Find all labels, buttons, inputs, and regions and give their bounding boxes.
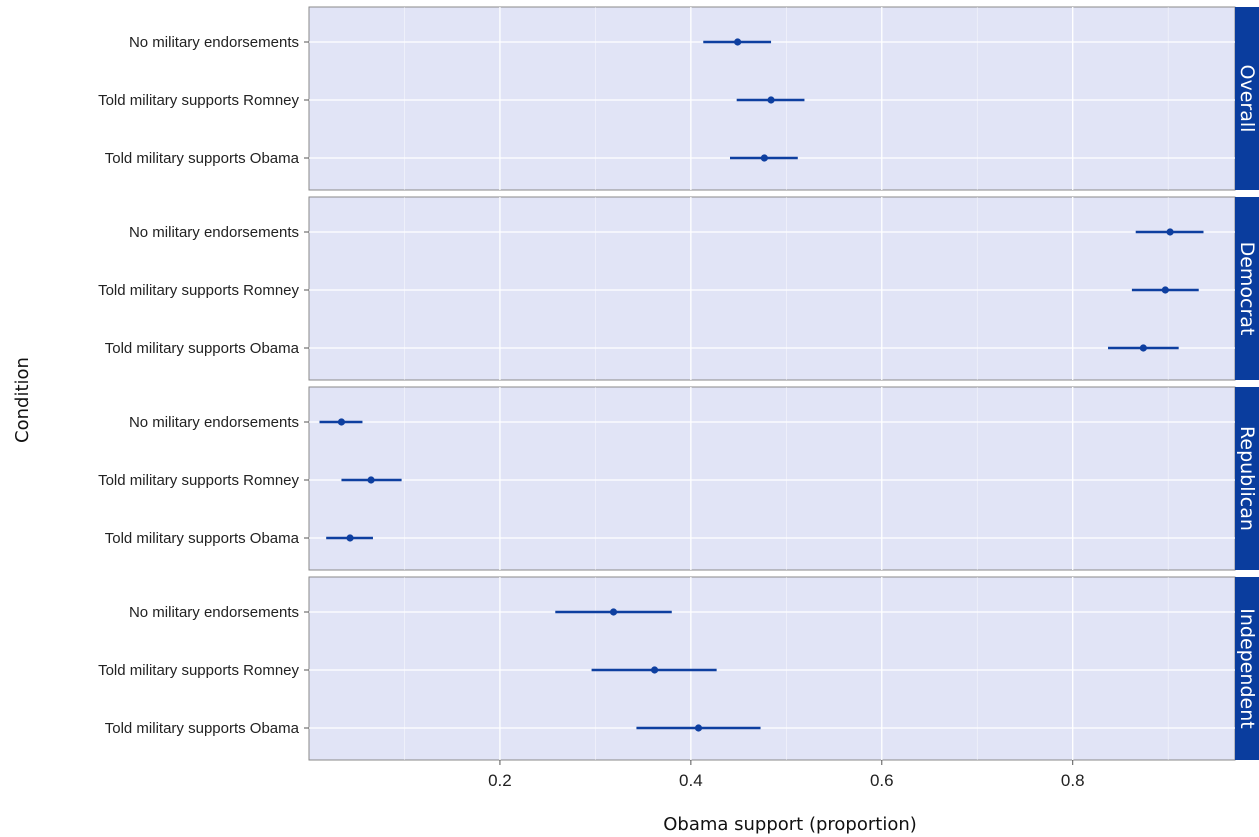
point-estimate <box>1161 286 1169 294</box>
condition-label: Told military supports Romney <box>98 472 299 489</box>
x-tick-label: 0.4 <box>679 771 703 790</box>
panel-background <box>308 576 1236 761</box>
condition-label: Told military supports Obama <box>105 530 300 547</box>
facet-strip-label: Overall <box>1236 65 1258 133</box>
point-estimate <box>609 608 618 616</box>
x-tick-label: 0.2 <box>488 771 512 790</box>
panel-background <box>308 386 1236 571</box>
condition-label: Told military supports Romney <box>98 92 299 109</box>
facet-strip <box>1235 577 1259 760</box>
facet-strip <box>1235 7 1259 190</box>
condition-label: Told military supports Obama <box>105 720 300 737</box>
facet-strip <box>1235 387 1259 570</box>
point-estimate <box>694 724 703 732</box>
point-estimate <box>734 38 742 46</box>
panel-democrat: No military endorsements Told military su… <box>98 196 1259 381</box>
condition-label: Told military supports Romney <box>98 282 299 299</box>
point-estimate <box>367 476 375 484</box>
point-estimate <box>346 534 354 542</box>
x-tick-label: 0.8 <box>1061 771 1085 790</box>
y-axis-title: Condition <box>12 357 33 443</box>
facet-strip-label: Republican <box>1236 426 1258 531</box>
point-estimate <box>767 96 775 104</box>
panel-overall: No military endorsements Told military su… <box>98 6 1259 191</box>
point-estimate <box>337 418 346 426</box>
facet-panels: No military endorsements Told military su… <box>98 6 1259 761</box>
point-estimate <box>1139 344 1147 352</box>
x-axis-title: Obama support (proportion) <box>663 814 917 835</box>
condition-label: Told military supports Romney <box>98 662 299 679</box>
point-estimate <box>650 666 659 674</box>
condition-label: No military endorsements <box>129 224 299 241</box>
point-estimate <box>1166 228 1174 236</box>
panel-background <box>308 196 1236 381</box>
facet-strip-label: Democrat <box>1236 242 1258 336</box>
point-estimate <box>760 154 768 162</box>
condition-label: No military endorsements <box>129 34 299 51</box>
condition-label: Told military supports Obama <box>105 340 300 357</box>
facet-strip-label: Independent <box>1236 608 1258 728</box>
panel-republican: No military endorsements Told military su… <box>98 386 1259 571</box>
condition-label: Told military supports Obama <box>105 150 300 167</box>
facet-strip <box>1235 197 1259 380</box>
x-tick-label: 0.6 <box>870 771 894 790</box>
condition-label: No military endorsements <box>129 604 299 621</box>
condition-label: No military endorsements <box>129 414 299 431</box>
panel-independent: No military endorsements Told military su… <box>98 576 1259 761</box>
x-axis: 0.2 0.4 0.6 0.8 <box>488 760 1085 790</box>
